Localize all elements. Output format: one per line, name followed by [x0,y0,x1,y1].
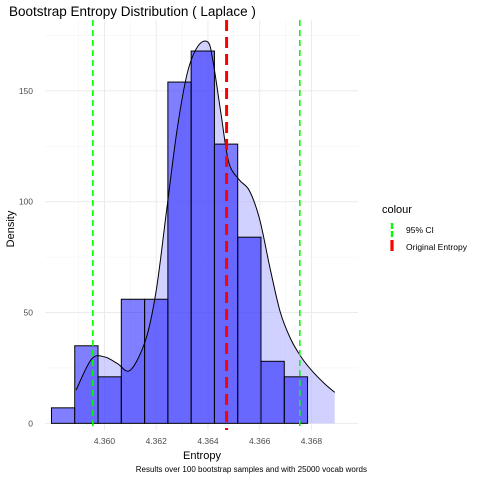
y-tick-label: 0 [28,418,33,428]
x-tick-label: 4.368 [301,436,323,446]
histogram-bar [260,360,285,424]
histogram-bar [237,236,262,424]
x-tick-label: 4.362 [146,436,168,446]
y-axis-label: Density [5,210,17,247]
y-axis-ticks: 0 50 100 150 [19,86,33,428]
x-tick-label: 4.360 [94,436,116,446]
histogram-bar [120,298,146,424]
histogram-bar [144,298,169,424]
histogram-bar [50,407,76,424]
histogram-bars [50,50,309,424]
x-axis-ticks: 4.360 4.362 4.364 4.366 4.368 [94,436,322,446]
chart-title: Bootstrap Entropy Distribution ( Laplace… [9,4,256,19]
legend: colour 95% CI Original Entropy [382,204,468,254]
chart-caption: Results over 100 bootstrap samples and w… [136,465,367,474]
legend-label: 95% CI [406,225,434,235]
histogram-bar [97,376,122,424]
y-tick-label: 50 [24,308,34,318]
x-tick-label: 4.366 [249,436,271,446]
histogram-bar [283,376,309,424]
reference-lines [92,20,301,430]
density-curve [75,40,336,393]
y-tick-label: 150 [19,86,33,96]
x-tick-label: 4.364 [197,436,219,446]
x-axis-label: Entropy [183,450,221,462]
y-tick-label: 100 [19,197,33,207]
histogram-bar [190,50,215,424]
legend-title: colour [382,204,412,216]
histogram-bar [167,81,192,424]
legend-label: Original Entropy [406,242,468,252]
